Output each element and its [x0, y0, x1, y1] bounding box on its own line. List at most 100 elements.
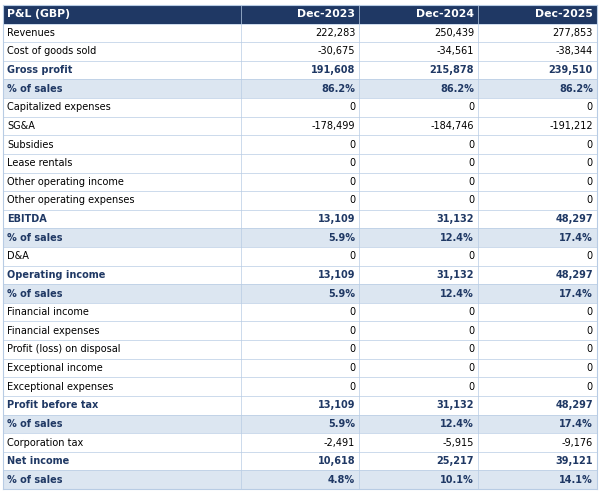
Bar: [3, 154, 597, 172]
Text: 277,853: 277,853: [553, 28, 593, 38]
Text: % of sales: % of sales: [7, 419, 63, 429]
Text: 14.1%: 14.1%: [559, 475, 593, 485]
Text: Financial expenses: Financial expenses: [7, 326, 100, 336]
Text: 0: 0: [468, 344, 474, 354]
Text: -38,344: -38,344: [556, 46, 593, 56]
Text: 0: 0: [468, 363, 474, 373]
Text: 5.9%: 5.9%: [328, 288, 355, 298]
Text: 0: 0: [349, 177, 355, 187]
Text: % of sales: % of sales: [7, 83, 63, 94]
Text: 0: 0: [587, 251, 593, 261]
Text: 0: 0: [349, 382, 355, 392]
Bar: [3, 414, 597, 433]
Text: 86.2%: 86.2%: [559, 83, 593, 94]
Text: Exceptional income: Exceptional income: [7, 363, 103, 373]
Text: Profit (loss) on disposal: Profit (loss) on disposal: [7, 344, 121, 354]
Bar: [3, 470, 597, 489]
Text: 5.9%: 5.9%: [328, 233, 355, 243]
Text: 13,109: 13,109: [318, 400, 355, 411]
Text: Subsidies: Subsidies: [7, 140, 54, 150]
Text: 0: 0: [468, 196, 474, 206]
Text: 10,618: 10,618: [317, 456, 355, 466]
Text: 0: 0: [587, 326, 593, 336]
Text: 0: 0: [468, 382, 474, 392]
Bar: [3, 210, 597, 228]
Bar: [3, 191, 597, 210]
Text: 222,283: 222,283: [315, 28, 355, 38]
Text: -184,746: -184,746: [431, 121, 474, 131]
Text: -34,561: -34,561: [437, 46, 474, 56]
Bar: [3, 228, 597, 247]
Text: 0: 0: [349, 196, 355, 206]
Text: 0: 0: [349, 344, 355, 354]
Bar: [3, 61, 597, 80]
Text: -30,675: -30,675: [318, 46, 355, 56]
Text: Capitalized expenses: Capitalized expenses: [7, 102, 111, 112]
Bar: [3, 172, 597, 191]
Text: Other operating expenses: Other operating expenses: [7, 196, 134, 206]
Text: 0: 0: [468, 158, 474, 168]
Text: 48,297: 48,297: [555, 400, 593, 411]
Bar: [3, 117, 597, 135]
Bar: [3, 377, 597, 396]
Text: 4.8%: 4.8%: [328, 475, 355, 485]
Text: 0: 0: [587, 344, 593, 354]
Text: Other operating income: Other operating income: [7, 177, 124, 187]
Text: 0: 0: [587, 140, 593, 150]
Text: 250,439: 250,439: [434, 28, 474, 38]
Text: 48,297: 48,297: [555, 214, 593, 224]
Bar: [3, 322, 597, 340]
Bar: [3, 266, 597, 284]
Text: 5.9%: 5.9%: [328, 419, 355, 429]
Text: Dec-2023: Dec-2023: [297, 9, 355, 19]
Text: 0: 0: [468, 307, 474, 317]
Text: 17.4%: 17.4%: [559, 419, 593, 429]
Text: 0: 0: [587, 196, 593, 206]
Text: Cost of goods sold: Cost of goods sold: [7, 46, 97, 56]
Text: 10.1%: 10.1%: [440, 475, 474, 485]
Bar: [3, 5, 597, 24]
Text: 0: 0: [349, 251, 355, 261]
Text: -178,499: -178,499: [312, 121, 355, 131]
Bar: [3, 433, 597, 452]
Text: 0: 0: [587, 102, 593, 112]
Bar: [3, 340, 597, 359]
Text: 13,109: 13,109: [318, 214, 355, 224]
Text: 0: 0: [468, 102, 474, 112]
Text: 0: 0: [349, 158, 355, 168]
Bar: [3, 284, 597, 303]
Text: 39,121: 39,121: [556, 456, 593, 466]
Text: Dec-2024: Dec-2024: [416, 9, 474, 19]
Bar: [3, 135, 597, 154]
Text: EBITDA: EBITDA: [7, 214, 47, 224]
Text: Lease rentals: Lease rentals: [7, 158, 73, 168]
Text: Profit before tax: Profit before tax: [7, 400, 98, 411]
Text: SG&A: SG&A: [7, 121, 35, 131]
Bar: [3, 396, 597, 414]
Text: Gross profit: Gross profit: [7, 65, 73, 75]
Text: Exceptional expenses: Exceptional expenses: [7, 382, 113, 392]
Text: % of sales: % of sales: [7, 475, 63, 485]
Bar: [3, 247, 597, 266]
Text: 12.4%: 12.4%: [440, 288, 474, 298]
Text: 0: 0: [587, 307, 593, 317]
Text: -191,212: -191,212: [549, 121, 593, 131]
Text: 12.4%: 12.4%: [440, 233, 474, 243]
Text: 215,878: 215,878: [430, 65, 474, 75]
Text: Net income: Net income: [7, 456, 70, 466]
Bar: [3, 303, 597, 322]
Text: 239,510: 239,510: [548, 65, 593, 75]
Text: 0: 0: [587, 363, 593, 373]
Text: % of sales: % of sales: [7, 233, 63, 243]
Text: 48,297: 48,297: [555, 270, 593, 280]
Text: Corporation tax: Corporation tax: [7, 438, 83, 448]
Text: Financial income: Financial income: [7, 307, 89, 317]
Text: 0: 0: [468, 177, 474, 187]
Text: 0: 0: [349, 363, 355, 373]
Text: % of sales: % of sales: [7, 288, 63, 298]
Text: 86.2%: 86.2%: [440, 83, 474, 94]
Text: 13,109: 13,109: [318, 270, 355, 280]
Text: 25,217: 25,217: [437, 456, 474, 466]
Bar: [3, 452, 597, 470]
Text: 31,132: 31,132: [437, 270, 474, 280]
